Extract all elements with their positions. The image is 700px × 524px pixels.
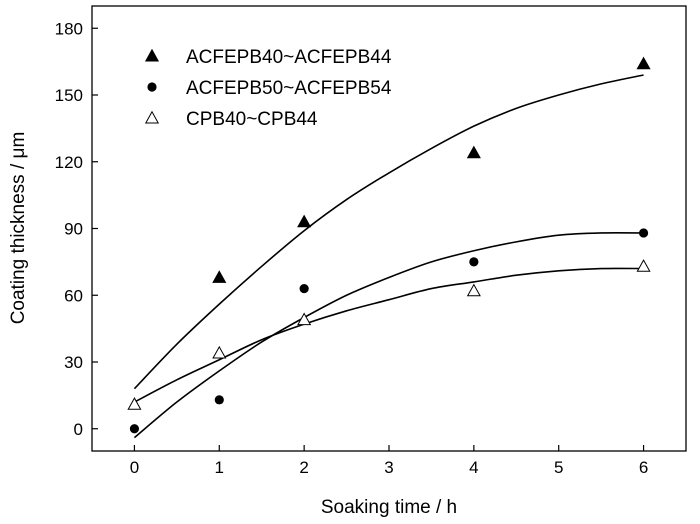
fit-curves: [133, 74, 644, 439]
data-point: [127, 397, 142, 410]
x-tick-label: 0: [130, 458, 139, 477]
plot-frame: [91, 5, 687, 452]
y-tick-label: 90: [64, 220, 83, 239]
x-tick-label: 3: [384, 458, 393, 477]
data-point: [212, 270, 227, 283]
x-tick-label: 5: [554, 458, 563, 477]
data-point: [214, 395, 224, 405]
fit-curve: [133, 231, 644, 439]
y-tick-label: 0: [74, 420, 83, 439]
legend-marker: [147, 82, 157, 92]
data-point: [129, 424, 140, 434]
data-point: [299, 283, 309, 294]
data-point: [466, 283, 481, 297]
data-point: [636, 259, 651, 272]
y-tick-label: 60: [64, 286, 83, 305]
data-point: [466, 145, 481, 159]
data-point: [636, 56, 651, 70]
data-point: [469, 257, 479, 267]
fit-curve: [134, 267, 644, 403]
y-tick-label: 180: [55, 19, 83, 38]
legend-label: ACFEPB50~ACFEPB54: [186, 78, 392, 99]
x-tick-label: 2: [299, 458, 308, 477]
legend-marker: [144, 48, 160, 62]
y-axis-title: Coating thickness / μm: [8, 132, 29, 325]
y-tick-label: 150: [55, 86, 83, 105]
y-tick-label: 120: [55, 153, 83, 172]
data-point: [638, 228, 649, 238]
x-tick-label: 4: [469, 458, 478, 477]
x-tick-label: 6: [639, 458, 648, 477]
x-tick-label: 1: [215, 458, 224, 477]
data-point: [297, 312, 312, 326]
fit-curve: [133, 74, 644, 390]
data-point: [212, 345, 227, 359]
legend-label: ACFEPB40~ACFEPB44: [186, 47, 392, 68]
data-points: [127, 56, 651, 434]
y-tick-label: 30: [64, 353, 83, 372]
x-axis-title: Soaking time / h: [321, 497, 457, 518]
legend-label: CPB40~CPB44: [186, 109, 318, 130]
legend: ACFEPB40~ACFEPB44 ACFEPB50~ACFEPB54 CPB40~…: [144, 47, 392, 130]
legend-marker: [144, 110, 160, 124]
data-point: [297, 214, 312, 228]
